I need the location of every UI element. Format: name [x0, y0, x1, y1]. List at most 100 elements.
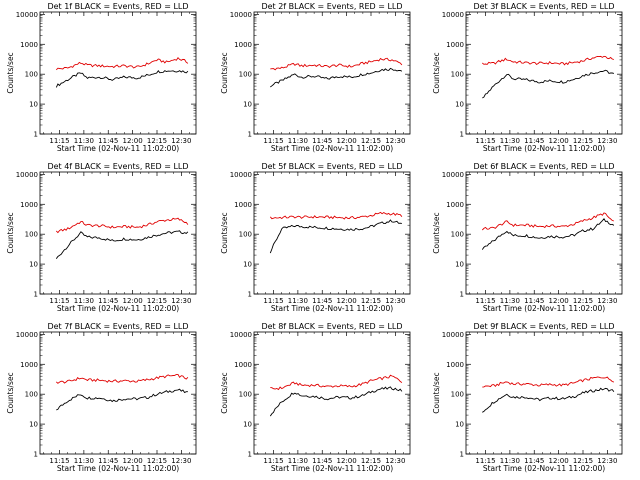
y-tick-label: 1 [248, 131, 252, 139]
x-tick-label: 11:45 [312, 297, 332, 305]
plot-frame [253, 331, 411, 455]
x-tick-label: 12:00 [123, 137, 143, 145]
x-axis-label: Start Time (02-Nov-11 11:02:00) [483, 464, 605, 473]
x-tick-label: 11:30 [74, 457, 94, 465]
panel-3: Det 3f BLACK = Events, RED = LLD 1 10 100 10… [432, 2, 623, 153]
x-tick-label: 11:30 [288, 297, 308, 305]
plot-area [481, 212, 615, 250]
panel-2: Det 2f BLACK = Events, RED = LLD 1 10 100 10… [220, 2, 411, 153]
x-tick-label: 11:30 [288, 457, 308, 465]
plot-frame [465, 11, 623, 135]
x-tick-label: 12:00 [549, 457, 569, 465]
y-tick-label: 10 [29, 421, 38, 429]
x-tick-label: 12:15 [147, 297, 167, 305]
y-axis-label: Counts/sec [432, 372, 441, 413]
x-tick-label: 12:15 [573, 137, 593, 145]
x-tick-label: 11:45 [524, 457, 544, 465]
y-tick-label: 10000 [442, 171, 464, 179]
x-tick-label: 11:15 [263, 297, 283, 305]
panel-5: Det 5f BLACK = Events, RED = LLD 1 10 100 10… [220, 162, 411, 313]
y-tick-label: 1 [248, 291, 252, 299]
panel-8: Det 8f BLACK = Events, RED = LLD 1 10 100 10… [220, 322, 411, 473]
x-tick-label: 11:30 [500, 457, 520, 465]
x-tick-label: 11:15 [263, 137, 283, 145]
y-tick-label: 1000 [20, 41, 38, 49]
y-tick-label: 10 [455, 261, 464, 269]
y-tick-label: 10000 [230, 11, 252, 19]
panel-title: Det 6f BLACK = Events, RED = LLD [473, 162, 614, 171]
panel-9: Det 9f BLACK = Events, RED = LLD 1 10 100 10… [432, 322, 623, 473]
plot-area [270, 57, 403, 88]
y-tick-label: 10000 [16, 171, 38, 179]
y-tick-label: 1 [34, 291, 38, 299]
panel-7: Det 7f BLACK = Events, RED = LLD 1 10 100 10… [6, 322, 197, 473]
x-tick-label: 11:45 [524, 137, 544, 145]
y-tick-label: 10 [243, 261, 252, 269]
x-tick-label: 11:45 [98, 297, 118, 305]
events-series-line [270, 67, 403, 88]
panel-title: Det 1f BLACK = Events, RED = LLD [47, 2, 188, 11]
y-axis-label: Counts/sec [432, 52, 441, 93]
x-tick-label: 12:30 [171, 457, 191, 465]
x-axis-label: Start Time (02-Nov-11 11:02:00) [483, 304, 605, 313]
lld-series-line [56, 373, 189, 384]
x-tick-label: 12:15 [573, 297, 593, 305]
y-tick-label: 1000 [446, 361, 464, 369]
x-axis-label: Start Time (02-Nov-11 11:02:00) [57, 464, 179, 473]
lld-series-line [55, 56, 189, 71]
plot-area [55, 217, 189, 259]
x-tick-label: 11:15 [49, 457, 69, 465]
events-series-line [482, 387, 615, 413]
x-tick-label: 11:15 [49, 137, 69, 145]
plot-frame [39, 331, 197, 455]
y-tick-label: 100 [239, 391, 252, 399]
x-tick-label: 11:15 [475, 297, 495, 305]
x-axis-label: Start Time (02-Nov-11 11:02:00) [57, 304, 179, 313]
x-axis-label: Start Time (02-Nov-11 11:02:00) [483, 144, 605, 153]
x-axis-label: Start Time (02-Nov-11 11:02:00) [271, 464, 393, 473]
panel-title: Det 2f BLACK = Events, RED = LLD [261, 2, 402, 11]
y-tick-label: 1000 [446, 41, 464, 49]
x-tick-label: 11:15 [263, 457, 283, 465]
y-axis-label: Counts/sec [220, 372, 229, 413]
y-tick-label: 10 [455, 421, 464, 429]
x-tick-label: 11:15 [475, 137, 495, 145]
x-tick-label: 11:30 [288, 137, 308, 145]
plot-area [269, 211, 403, 254]
panel-4: Det 4f BLACK = Events, RED = LLD 1 10 100 10… [6, 162, 197, 313]
x-tick-label: 12:15 [361, 137, 381, 145]
x-tick-label: 12:15 [361, 297, 381, 305]
events-series-line [481, 218, 615, 250]
x-tick-label: 11:30 [74, 137, 94, 145]
y-axis-label: Counts/sec [220, 52, 229, 93]
x-tick-label: 12:30 [171, 297, 191, 305]
y-tick-label: 10 [29, 101, 38, 109]
lld-series-line [482, 55, 615, 66]
events-series-line [269, 386, 403, 417]
x-tick-label: 11:30 [500, 137, 520, 145]
plot-area [482, 55, 615, 99]
x-tick-label: 12:00 [337, 457, 357, 465]
y-tick-label: 10000 [230, 331, 252, 339]
y-tick-label: 1000 [234, 361, 252, 369]
y-tick-label: 1000 [234, 41, 252, 49]
x-tick-label: 11:30 [500, 297, 520, 305]
plot-frame [253, 11, 411, 135]
x-tick-label: 12:30 [171, 137, 191, 145]
x-tick-label: 12:15 [361, 457, 381, 465]
x-tick-label: 12:30 [385, 137, 405, 145]
lld-series-line [269, 211, 403, 220]
plot-frame [465, 171, 623, 295]
plot-area [55, 56, 189, 88]
x-tick-label: 12:30 [385, 297, 405, 305]
y-tick-label: 10000 [16, 11, 38, 19]
events-series-line [56, 388, 188, 411]
x-tick-label: 12:00 [549, 137, 569, 145]
plot-frame [253, 171, 411, 295]
x-tick-label: 11:45 [98, 457, 118, 465]
events-series-line [55, 70, 189, 88]
y-tick-label: 1 [460, 451, 464, 459]
x-tick-label: 12:30 [597, 137, 617, 145]
plot-frame [39, 11, 197, 135]
events-series-line [269, 219, 402, 254]
